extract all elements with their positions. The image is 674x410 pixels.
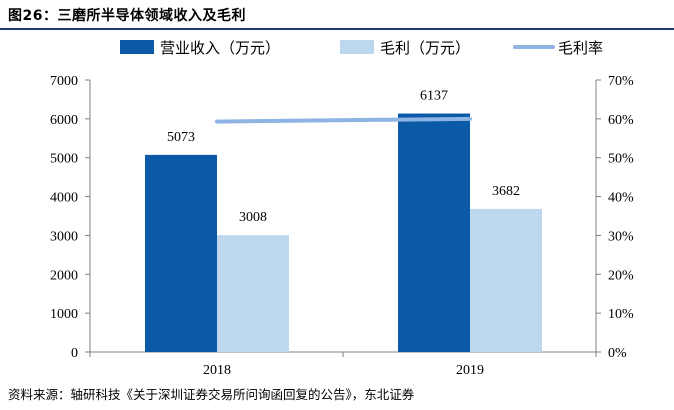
y-right-tick-label: 40%: [608, 191, 634, 206]
source-note: 资料来源：轴研科技《关于深圳证券交易所问询函回复的公告》，东北证券: [8, 387, 415, 402]
margin-rate-line: [215, 116, 472, 124]
data-label: 3682: [492, 184, 520, 199]
y-right-tick-label: 60%: [608, 113, 634, 128]
data-label: 5073: [167, 130, 195, 145]
bar-profit-2019: [470, 208, 542, 352]
bar-profit-2018: [217, 235, 289, 352]
chart-canvas: 营业收入（万元） 毛利（万元） 毛利率 0 1000 2000 3000 4000 5000 6…: [50, 39, 634, 378]
legend-profit-label: 毛利（万元）: [380, 39, 470, 57]
y-right-tick-label: 30%: [608, 229, 634, 244]
y-left-tick-label: 3000: [50, 229, 78, 244]
y-right-tick-label: 20%: [608, 268, 634, 283]
legend-profit-swatch: [340, 40, 374, 54]
legend: 营业收入（万元） 毛利（万元） 毛利率: [120, 39, 603, 57]
y-left-tick-label: 7000: [50, 74, 78, 89]
bar-revenue-2018: [145, 154, 217, 352]
y-left-tick-label: 1000: [50, 307, 78, 322]
y-right-tick-label: 50%: [608, 152, 634, 167]
legend-margin-label: 毛利率: [558, 39, 603, 57]
x-tick-label: 2019: [456, 363, 484, 378]
data-labels: 5073 6137 3008 3682: [167, 89, 520, 226]
y-left-tick-label: 6000: [50, 113, 78, 128]
x-tick-label: 2018: [203, 363, 231, 378]
legend-revenue-swatch: [120, 40, 154, 54]
y-left-tick-label: 0: [71, 346, 78, 361]
y-left-tick-label: 4000: [50, 191, 78, 206]
y-right-tick-label: 70%: [608, 74, 634, 89]
legend-revenue-label: 营业收入（万元）: [160, 39, 280, 57]
y-right-tick-label: 10%: [608, 307, 634, 322]
data-label: 3008: [239, 210, 267, 225]
y-left-tick-label: 5000: [50, 152, 78, 167]
data-label: 6137: [420, 89, 448, 104]
title-underline: [0, 28, 674, 30]
margin-line: [215, 116, 472, 124]
bar-revenue-2019: [398, 113, 470, 352]
bars: [145, 113, 542, 352]
y-right-tick-label: 0%: [608, 346, 627, 361]
y-left-tick-label: 2000: [50, 268, 78, 283]
figure-title: 图26：三磨所半导体领域收入及毛利: [8, 8, 246, 24]
